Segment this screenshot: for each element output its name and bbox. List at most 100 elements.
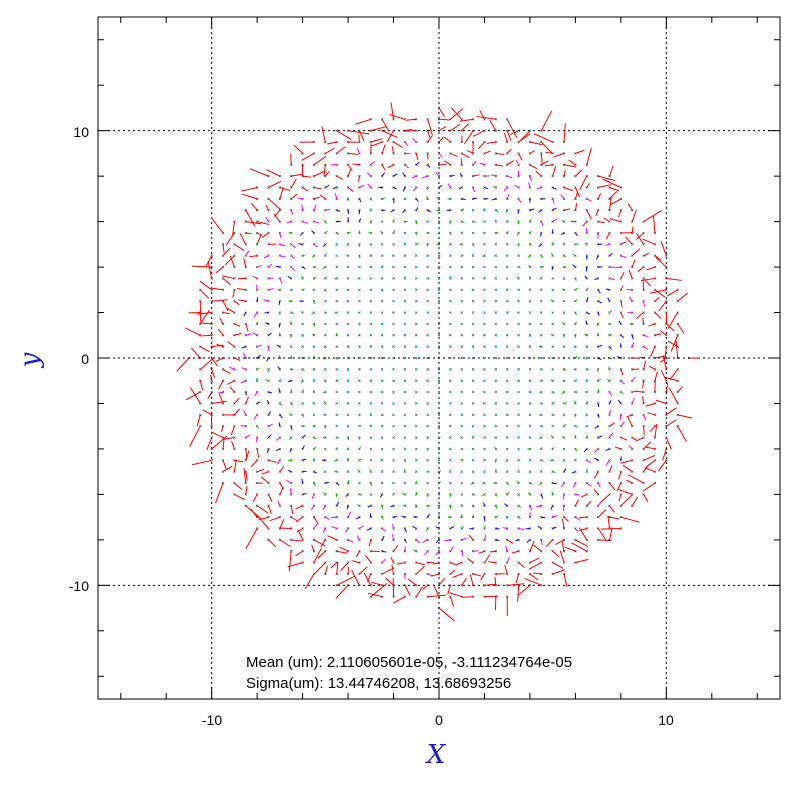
- residual-vector: [515, 159, 520, 165]
- residual-vector: [552, 312, 554, 314]
- residual-vector: [300, 380, 304, 384]
- residual-vector: [560, 232, 565, 235]
- residual-vector: [277, 460, 281, 465]
- residual-vector: [563, 266, 567, 269]
- residual-vector: [367, 592, 383, 598]
- residual-vector: [335, 494, 338, 498]
- residual-vector: [609, 346, 612, 350]
- residual-vector: [430, 573, 440, 577]
- residual-vector: [484, 220, 487, 223]
- residual-vector: [461, 300, 464, 303]
- residual-vector: [222, 278, 231, 286]
- residual-vector: [616, 482, 622, 491]
- grid-point-marker: [460, 197, 463, 201]
- residual-vector: [289, 448, 292, 453]
- residual-vector: [450, 107, 463, 120]
- grid-point-marker: [426, 595, 429, 598]
- grid-point-marker: [665, 277, 668, 280]
- residual-vector: [359, 184, 365, 188]
- residual-vector: [484, 150, 491, 154]
- residual-vector: [575, 528, 579, 533]
- residual-vector: [460, 494, 463, 496]
- residual-vector: [391, 265, 394, 268]
- residual-vector: [438, 185, 442, 188]
- residual-vector: [358, 482, 360, 485]
- residual-vector: [609, 309, 613, 313]
- residual-vector: [572, 253, 576, 257]
- residual-vector: [527, 182, 531, 188]
- residual-vector: [405, 118, 417, 121]
- residual-vector: [325, 516, 330, 521]
- grid-point-marker: [665, 311, 668, 314]
- residual-vector: [227, 380, 235, 385]
- residual-vector: [575, 493, 580, 496]
- grid-point-marker: [426, 231, 429, 235]
- residual-vector: [268, 505, 272, 514]
- residual-vector: [347, 356, 350, 359]
- grid-point-marker: [210, 322, 213, 326]
- residual-vector: [359, 266, 362, 269]
- residual-vector: [427, 471, 430, 473]
- residual-vector: [438, 577, 446, 586]
- residual-vector: [302, 458, 307, 461]
- grid-point-marker: [244, 288, 247, 292]
- grid-point-marker: [449, 334, 452, 337]
- residual-vector: [261, 471, 269, 475]
- residual-vector: [443, 136, 451, 143]
- residual-vector: [347, 380, 350, 383]
- residual-vector: [461, 424, 463, 427]
- grid-point-marker: [369, 265, 373, 269]
- residual-vector: [506, 244, 509, 247]
- residual-vector: [256, 354, 261, 359]
- residual-vector: [660, 330, 667, 336]
- residual-vector: [517, 584, 531, 597]
- residual-vector: [541, 459, 544, 462]
- residual-vector: [234, 408, 240, 416]
- residual-vector: [327, 141, 337, 145]
- residual-vector: [552, 446, 555, 450]
- residual-vector: [427, 289, 429, 292]
- residual-vector: [625, 236, 633, 245]
- residual-vector: [290, 345, 293, 347]
- axis-ticks: [98, 17, 780, 699]
- residual-vector: [655, 256, 667, 268]
- residual-vector: [503, 187, 508, 192]
- residual-vector: [267, 369, 269, 373]
- residual-vector: [536, 187, 542, 190]
- residual-vector: [421, 175, 428, 179]
- residual-vector: [390, 556, 394, 563]
- residual-vector: [313, 196, 320, 200]
- residual-vector: [243, 312, 247, 317]
- residual-vector: [650, 289, 667, 294]
- residual-vector: [392, 596, 406, 604]
- residual-vector: [575, 169, 582, 177]
- residual-vector: [584, 425, 588, 428]
- residual-vector: [336, 575, 356, 586]
- residual-vector: [438, 266, 441, 269]
- grid-point-marker: [608, 538, 611, 542]
- grid-point-marker: [494, 470, 498, 473]
- residual-vector: [324, 448, 327, 451]
- residual-vector: [359, 346, 361, 349]
- residual-vector: [336, 175, 344, 180]
- grid-point-marker: [517, 584, 520, 587]
- residual-vector: [504, 503, 508, 507]
- grid-point-marker: [505, 447, 509, 451]
- grid-point-marker: [346, 459, 350, 462]
- residual-vector: [514, 184, 519, 188]
- residual-vector: [603, 217, 610, 223]
- residual-vector: [586, 198, 592, 202]
- residual-vector: [210, 431, 224, 439]
- residual-vector: [256, 367, 260, 370]
- residual-vector: [552, 414, 555, 416]
- grid-point-marker: [392, 572, 395, 576]
- residual-vector: [381, 558, 386, 563]
- residual-vector: [631, 259, 636, 268]
- residual-vector: [631, 226, 634, 234]
- residual-vector: [348, 152, 359, 155]
- residual-vector: [448, 469, 451, 473]
- residual-vector: [460, 437, 462, 439]
- residual-vector: [524, 577, 542, 586]
- residual-vector: [413, 549, 417, 552]
- residual-vector: [520, 130, 531, 141]
